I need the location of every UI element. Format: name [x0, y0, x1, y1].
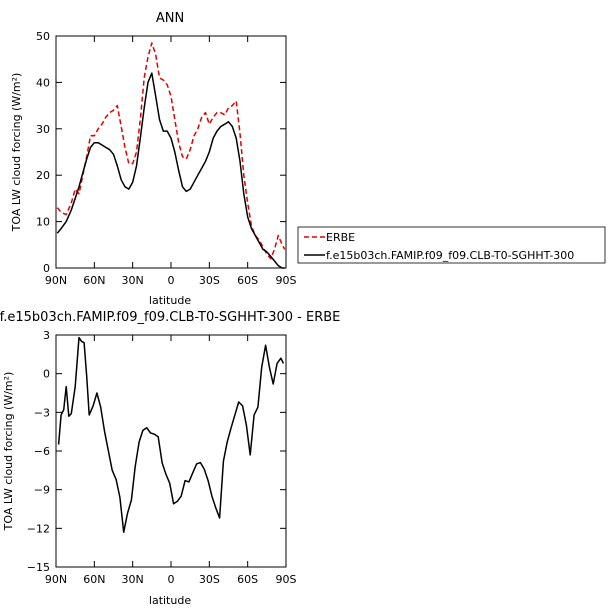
top-chart-title: ANN	[156, 11, 184, 26]
top-series-line-1	[56, 72, 285, 269]
bottom-y-tick-label: 0	[43, 368, 50, 381]
legend: ERBE f.e15b03ch.FAMIP.f09_f09.CLB-T0-SGH…	[297, 226, 606, 264]
top-x-tick-label: 60N	[83, 274, 105, 287]
bottom-y-tick-label: 3	[43, 329, 50, 342]
bottom-y-tick-label: −9	[34, 484, 50, 497]
top-x-tick-label: 90S	[276, 274, 297, 287]
top-y-tick-label: 0	[43, 262, 50, 275]
top-y-axis-label: TOA LW cloud forcing (W/m²)	[10, 73, 23, 233]
top-plot-frame	[55, 35, 287, 269]
top-x-tick-label: 0	[168, 274, 175, 287]
bottom-y-tick-label: −12	[27, 522, 50, 535]
bottom-x-tick-label: 30S	[199, 573, 220, 586]
bottom-chart-title: f.e15b03ch.FAMIP.f09_f09.CLB-T0-SGHHT-30…	[0, 310, 340, 325]
top-y-tick-label: 20	[36, 169, 50, 182]
top-x-tick-label: 30S	[199, 274, 220, 287]
top-chart-panel: ANN 0 10 20 30 40 50 90N 60N 30N 0 30S 60S 90S TOA …	[10, 11, 606, 307]
top-series-line-0	[56, 42, 286, 260]
bottom-x-tick-label: 0	[168, 573, 175, 586]
bottom-x-tick-label: 60N	[83, 573, 105, 586]
bottom-chart-panel: f.e15b03ch.FAMIP.f09_f09.CLB-T0-SGHHT-30…	[0, 310, 340, 607]
bottom-x-axis-label: latitude	[149, 594, 191, 607]
top-x-tick-label: 90N	[45, 274, 67, 287]
bottom-plot-frame	[55, 334, 287, 568]
bottom-y-tick-label: −3	[34, 406, 50, 419]
bottom-x-tick-label: 30N	[122, 573, 144, 586]
top-y-tick-label: 10	[36, 216, 50, 229]
bottom-series-line-0	[57, 336, 285, 533]
top-x-axis-label: latitude	[149, 294, 191, 307]
legend-box	[297, 226, 606, 264]
bottom-y-axis-label: TOA LW cloud forcing (W/m²)	[2, 372, 15, 532]
bottom-x-tick-label: 90N	[45, 573, 67, 586]
top-y-tick-label: 40	[36, 76, 50, 89]
bottom-x-tick-label: 60S	[237, 573, 258, 586]
bottom-y-tick-label: −15	[27, 561, 50, 574]
top-y-tick-label: 30	[36, 123, 50, 136]
bottom-y-tick-label: −6	[34, 445, 50, 458]
bottom-x-tick-label: 90S	[276, 573, 297, 586]
top-x-tick-label: 60S	[237, 274, 258, 287]
top-x-tick-label: 30N	[122, 274, 144, 287]
top-y-tick-label: 50	[36, 30, 50, 43]
legend-erbe-label: ERBE	[326, 231, 355, 244]
legend-model-label: f.e15b03ch.FAMIP.f09_f09.CLB-T0-SGHHT-30…	[326, 249, 574, 262]
